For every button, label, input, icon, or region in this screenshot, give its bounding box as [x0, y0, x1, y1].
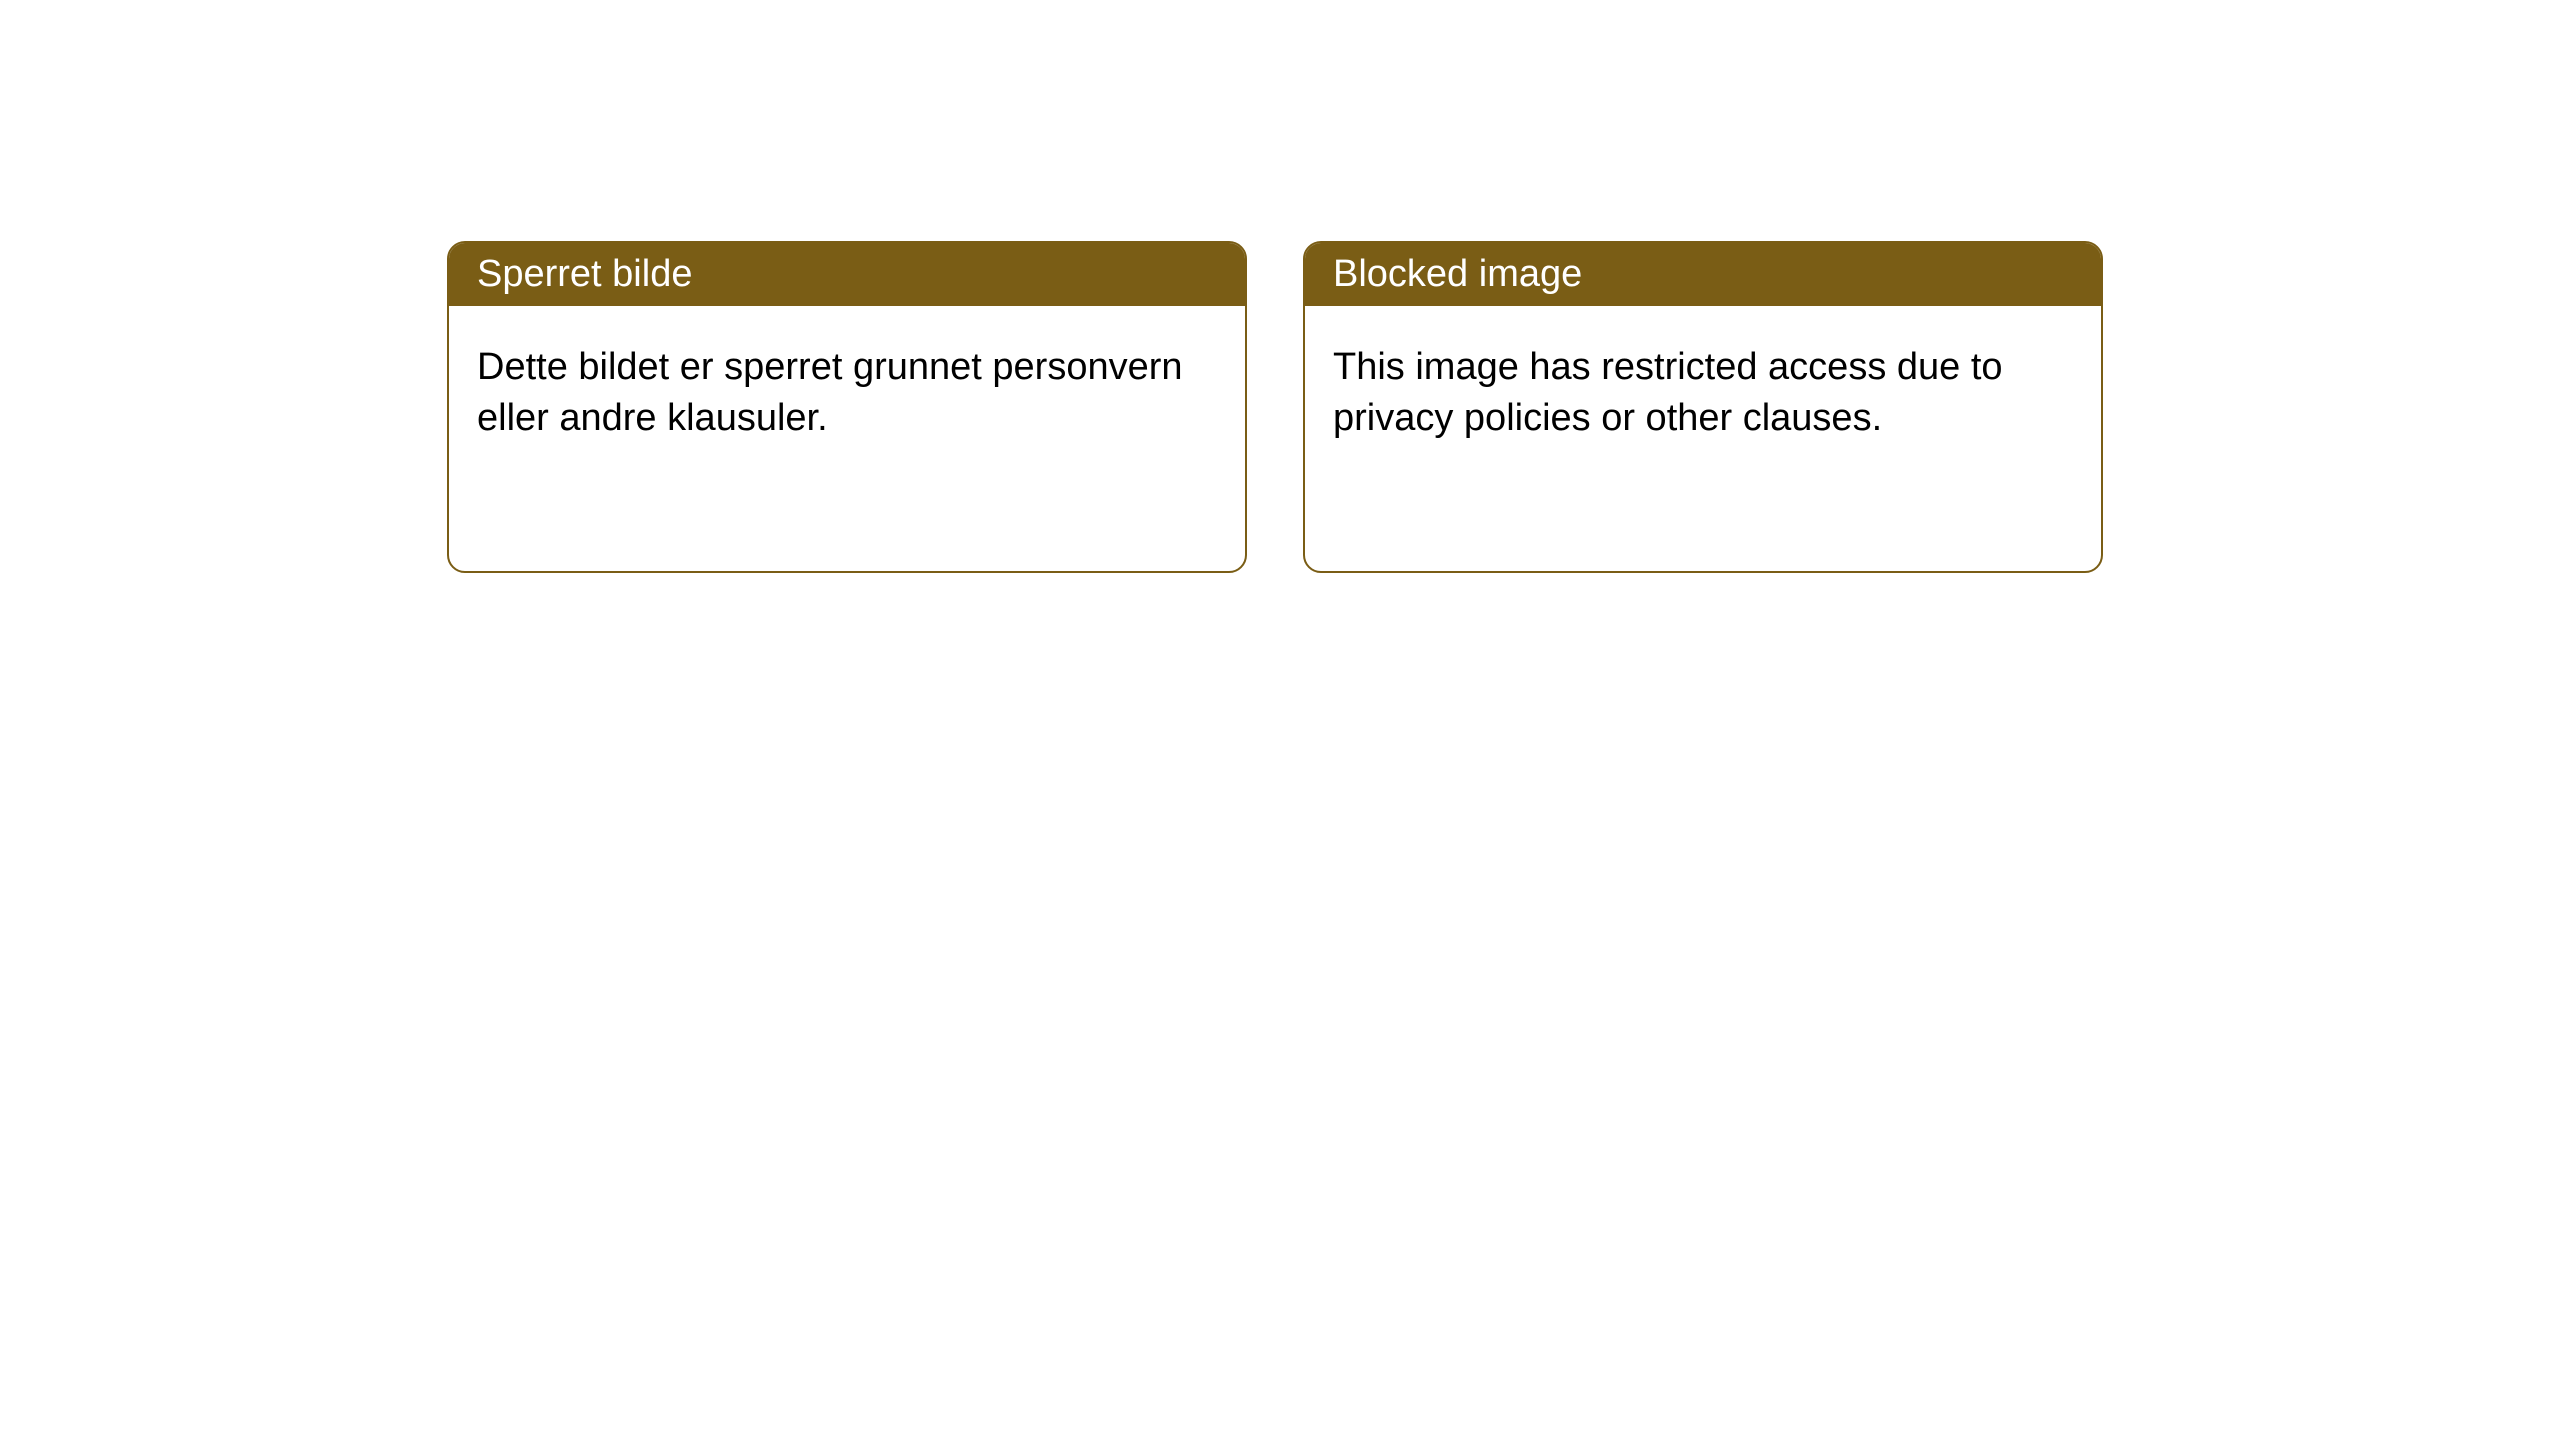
card-body: Dette bildet er sperret grunnet personve… [449, 306, 1245, 481]
card-header: Blocked image [1305, 243, 2101, 306]
card-body: This image has restricted access due to … [1305, 306, 2101, 481]
blocked-image-card-english: Blocked image This image has restricted … [1303, 241, 2103, 573]
blocked-image-card-norwegian: Sperret bilde Dette bildet er sperret gr… [447, 241, 1247, 573]
card-header: Sperret bilde [449, 243, 1245, 306]
notice-cards-container: Sperret bilde Dette bildet er sperret gr… [0, 0, 2560, 573]
